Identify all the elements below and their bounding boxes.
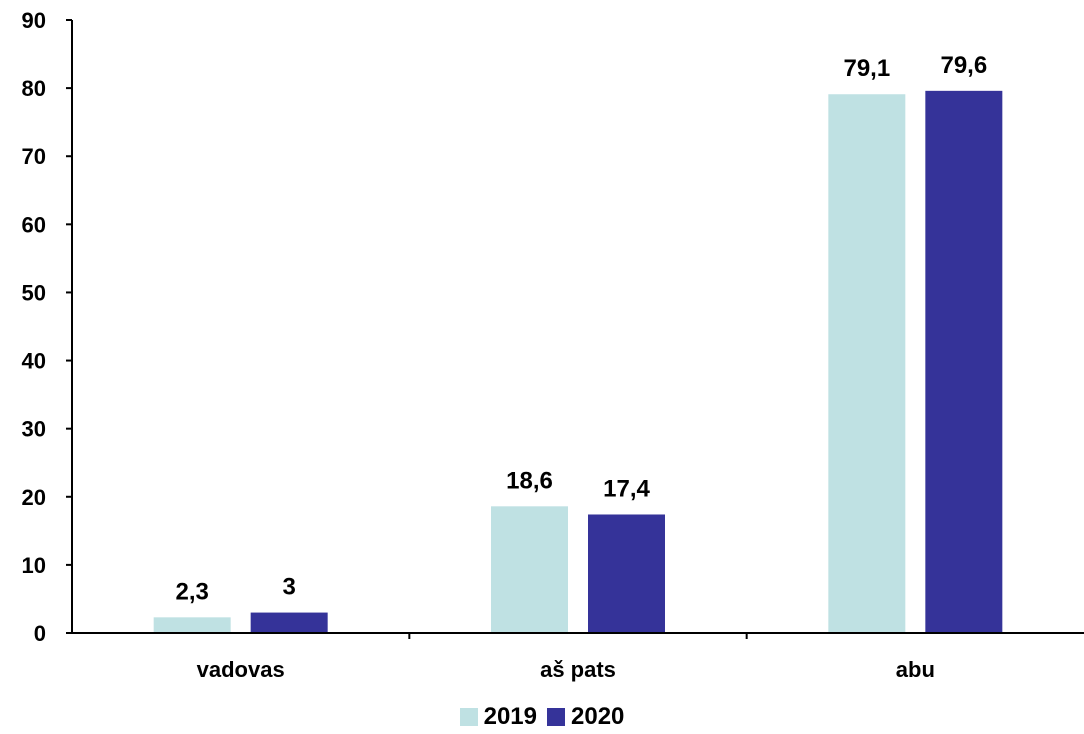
x-axis: vadovas aš pats abu [72,632,1084,682]
x-category-label: aš pats [540,657,616,682]
legend-label-2019: 2019 [483,703,537,730]
legend-swatch-2019 [459,708,478,726]
legend-swatch-2020 [547,708,565,726]
legend-label-2020: 2020 [571,703,625,730]
y-tick-label: 60 [22,212,46,237]
x-category-label: vadovas [197,657,285,682]
y-tick-label: 80 [22,76,46,101]
y-tick-label: 50 [22,280,46,305]
bar-2020-2 [925,90,1003,633]
data-label: 79,1 [843,55,890,82]
data-labels: 2,3 3 18,6 17,4 79,1 79,6 [175,52,987,605]
bar-2020-1 [588,514,665,633]
y-tick-label: 0 [34,621,46,646]
y-tick-label: 70 [22,144,46,169]
y-tick-label: 20 [22,485,46,510]
y-tick-label: 40 [22,349,46,374]
bar-2019-1 [491,506,568,633]
y-tick-label: 90 [22,8,46,33]
data-label: 18,6 [506,467,553,494]
data-label: 2,3 [175,578,208,605]
x-category-label: abu [896,657,935,682]
bar-2019-2 [828,94,906,634]
y-axis: 0 10 20 30 40 50 60 70 80 90 [22,8,73,646]
data-label: 3 [282,574,295,601]
bars [153,90,1003,634]
bar-chart: 0 10 20 30 40 50 60 70 80 90 2,3 3 18,6 17,4 79,1 79,6… [22,8,1084,682]
data-label: 17,4 [603,475,650,502]
legend-item-2019: 2019 [459,703,537,731]
bar-2019-0 [153,617,231,633]
legend: 2019 2020 [0,703,1084,731]
bar-2020-0 [250,612,328,633]
y-tick-label: 30 [22,417,46,442]
y-tick-label: 10 [22,553,46,578]
data-label: 79,6 [940,52,987,79]
legend-item-2020: 2020 [547,703,624,731]
